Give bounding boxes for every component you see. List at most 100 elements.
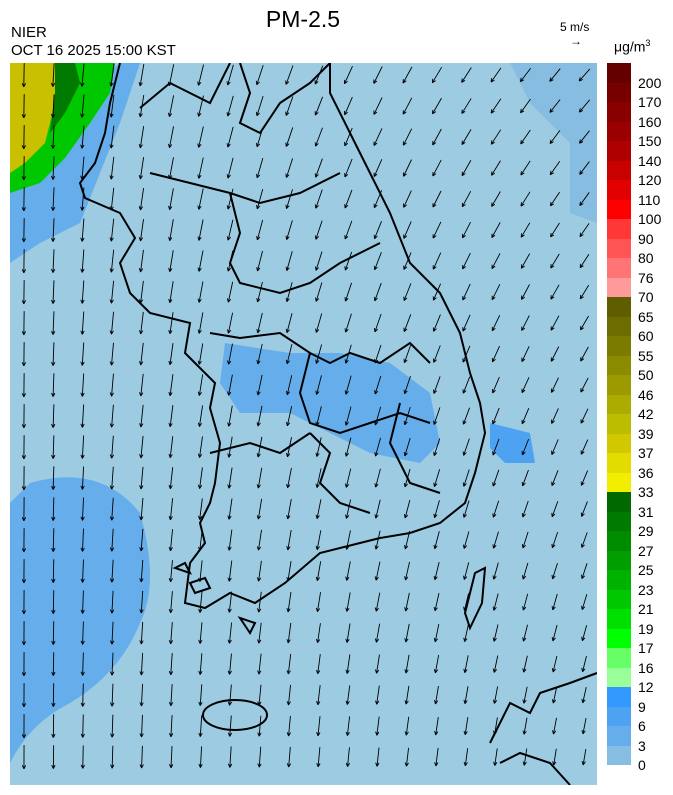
wind-arrow (491, 222, 501, 238)
wind-arrow (80, 125, 85, 149)
wind-arrow (403, 345, 412, 364)
wind-arrow (404, 654, 410, 674)
wind-arrow (491, 345, 500, 363)
wind-arrow (373, 97, 383, 115)
blue-region-southwest (10, 477, 150, 763)
wind-arrow (520, 98, 531, 114)
wind-arrow (463, 655, 469, 673)
wind-arrow (578, 68, 591, 82)
wind-arrow (345, 530, 351, 550)
high-pm-core (10, 63, 55, 173)
wind-arrow (433, 407, 441, 425)
colorbar-segment (607, 628, 631, 648)
wind-arrow (315, 251, 323, 271)
wind-arrow (521, 531, 529, 549)
wind-arrow (50, 156, 56, 180)
colorbar-segment (607, 63, 631, 83)
wind-arrow (375, 685, 380, 705)
wind-arrow (551, 686, 558, 704)
wind-arrow (256, 436, 263, 458)
wind-arrow (373, 251, 382, 271)
wind-arrow (462, 376, 471, 394)
wind-arrow (80, 280, 85, 304)
wind-arrow (344, 375, 352, 395)
wind-arrow (490, 129, 502, 145)
wind-arrow (344, 189, 353, 209)
colorbar-tick-label: 100 (638, 211, 662, 227)
wind-arrow (286, 684, 292, 706)
wind-arrow (51, 249, 56, 273)
concentration-field (10, 63, 597, 763)
wind-arrow (51, 218, 56, 242)
wind-arrow (198, 653, 203, 675)
wind-arrow (314, 220, 323, 240)
wind-arrow (462, 314, 471, 332)
wind-arrow (433, 376, 441, 394)
wind-arrow (286, 468, 292, 489)
wind-arrow (285, 313, 293, 334)
wind-arrow (80, 714, 85, 738)
unit-exponent: 3 (645, 38, 651, 48)
wind-arrow (491, 284, 501, 301)
wind-arrow (404, 747, 410, 767)
wind-arrow (491, 314, 501, 332)
wind-arrow (168, 250, 174, 273)
coastline (78, 63, 597, 785)
wind-arrow (168, 312, 174, 335)
colorbar-tick-label: 120 (638, 172, 662, 188)
colorbar-segment (607, 726, 631, 746)
colorbar-segment (607, 180, 631, 200)
wind-arrow (169, 746, 174, 769)
wind-arrow (255, 65, 264, 86)
wind-arrow (139, 373, 144, 397)
wind-arrow (197, 343, 204, 365)
wind-arrow (168, 684, 174, 707)
wind-arrow (433, 438, 441, 456)
wind-arrow (256, 498, 263, 520)
wind-arrow (285, 65, 294, 85)
wind-arrow (21, 342, 27, 367)
wind-arrow (256, 560, 262, 582)
wind-arrow (374, 530, 381, 550)
wind-arrow (138, 218, 144, 242)
wind-arrow (21, 280, 27, 305)
wind-arrow (551, 470, 559, 487)
wind-arrow (285, 96, 294, 116)
wind-arrow (461, 67, 472, 83)
colorbar-tick-label: 39 (638, 425, 654, 442)
wind-arrow (462, 438, 470, 456)
wind-arrow (168, 560, 173, 583)
colorbar-tick-label: 31 (638, 503, 654, 520)
wind-reference-label: 5 m/s (560, 20, 590, 34)
wind-arrow (551, 655, 558, 673)
colorbar-tick-label: 55 (638, 347, 654, 364)
wind-arrow (521, 346, 530, 363)
wind-arrow (463, 593, 469, 611)
colorbar-segment (607, 258, 631, 278)
wind-arrow (167, 64, 175, 86)
wind-arrow (226, 281, 234, 303)
wind-arrow (404, 592, 410, 612)
wind-arrow (403, 376, 411, 395)
wind-arrow (432, 314, 441, 332)
wind-arrow (462, 407, 471, 425)
wind-arrow (580, 532, 588, 548)
colorbar-tick-label: 29 (638, 523, 654, 539)
wind-arrow (197, 312, 204, 334)
wind-arrow (21, 125, 26, 150)
wind-arrow (315, 406, 322, 426)
colorbar-segment (607, 219, 631, 239)
wind-arrow (492, 407, 500, 425)
wind-arrow (51, 714, 56, 738)
wind-arrow (109, 280, 115, 304)
wind-arrow (139, 466, 144, 490)
wind-arrow (21, 435, 27, 460)
wind-arrow (109, 497, 115, 521)
wind-arrow (493, 717, 498, 735)
colorbar-tick-label: 70 (638, 289, 654, 305)
colorbar-segment (607, 160, 631, 180)
colorbar-tick-label: 80 (638, 250, 654, 266)
wind-arrow (138, 94, 145, 118)
wind-arrow (345, 747, 350, 767)
wind-arrow (256, 157, 264, 179)
